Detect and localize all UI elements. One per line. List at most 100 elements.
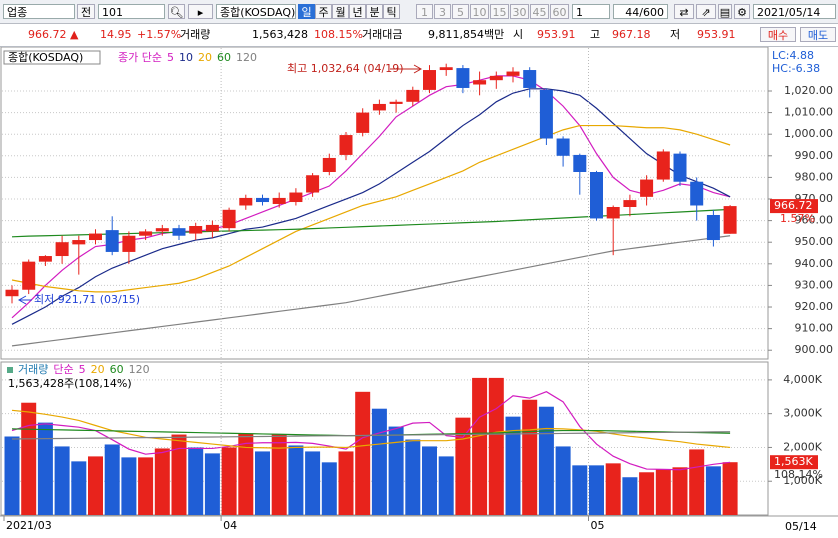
interval-input[interactable]: 1 xyxy=(572,4,610,19)
interval-button[interactable]: 60 xyxy=(550,4,569,19)
legend-text: 20 xyxy=(198,51,212,64)
candle-body xyxy=(289,192,303,203)
count-box[interactable]: 44/600 xyxy=(613,4,668,19)
candle-body xyxy=(272,197,286,204)
candle-body xyxy=(205,224,219,232)
candle-body xyxy=(139,231,153,236)
volume-pct: 108.15% xyxy=(314,28,363,41)
price-title: 종합(KOSDAQ) xyxy=(8,51,83,64)
amount: 9,811,854백만 xyxy=(428,28,505,41)
volume-bar xyxy=(655,469,671,515)
period-button[interactable]: 분 xyxy=(366,4,383,19)
quote-bar: 966.72 ▲ 14.95 +1.57% 거래량 1,563,428 108.… xyxy=(0,24,838,47)
period-button[interactable]: 월 xyxy=(332,4,349,19)
candle-body xyxy=(590,172,603,219)
volume-bar xyxy=(722,462,738,515)
low-label: 저 xyxy=(670,28,681,41)
interval-button[interactable]: 15 xyxy=(490,4,509,19)
period-button[interactable]: 년 xyxy=(349,4,366,19)
volume-bar xyxy=(4,436,20,515)
interval-button[interactable]: 10 xyxy=(470,4,489,19)
ma-line xyxy=(11,88,731,325)
candle-body xyxy=(456,68,470,88)
open-label: 시 xyxy=(513,28,524,41)
volume-bar xyxy=(21,402,37,515)
candle-body xyxy=(372,103,386,111)
candle-body xyxy=(389,101,403,104)
buy-button[interactable]: 매수 xyxy=(760,27,796,42)
tool-button[interactable]: ⇗ xyxy=(696,4,716,19)
y-tick-label: 980.00 xyxy=(795,170,834,183)
y-tick-label: 950.00 xyxy=(795,235,834,248)
name: 종합(KOSDAQ) xyxy=(220,6,296,19)
legend-icon xyxy=(7,367,13,373)
interval-button[interactable]: 5 xyxy=(452,4,469,19)
volume-bar xyxy=(371,408,387,515)
candle-body xyxy=(673,153,687,182)
volume-bar xyxy=(54,446,70,515)
candle-body xyxy=(339,135,353,155)
candle-body xyxy=(239,197,253,206)
settings-button[interactable]: ⚙ xyxy=(734,4,750,19)
volume-bar xyxy=(438,456,454,515)
interval-button[interactable]: 1 xyxy=(416,4,433,19)
interval-button[interactable]: 3 xyxy=(434,4,451,19)
candle-body xyxy=(222,209,236,229)
volume-bar xyxy=(37,422,53,515)
x-tick-label: 2021/03 xyxy=(6,519,52,532)
legend-text: 60 xyxy=(110,363,124,376)
candle-body xyxy=(656,151,670,180)
volume-bar xyxy=(338,451,354,515)
candle-body xyxy=(523,70,537,88)
market-select[interactable]: 업종 xyxy=(3,4,75,19)
period-button[interactable]: 틱 xyxy=(383,4,400,19)
volume-bar xyxy=(472,377,488,515)
y-tick-label: 1,010.00 xyxy=(784,106,833,119)
y-tick-label: 1,020.00 xyxy=(784,84,833,97)
candle-body xyxy=(356,112,370,133)
count: 44/600 xyxy=(625,6,664,19)
y-tick-label: 910.00 xyxy=(795,322,834,335)
interval-button[interactable]: 45 xyxy=(530,4,549,19)
candle-body xyxy=(556,138,570,156)
ma-line xyxy=(11,124,731,293)
high-arrow xyxy=(390,64,423,74)
tool-button[interactable]: ⇄ xyxy=(674,4,694,19)
title-box xyxy=(3,50,101,65)
ma-line xyxy=(11,235,731,347)
y-tick-label: 960.00 xyxy=(795,214,834,227)
candle-body xyxy=(439,67,453,71)
y-tick-label: 3,000K xyxy=(783,407,822,420)
high: 967.18 xyxy=(612,28,651,41)
candle-body xyxy=(5,289,19,297)
y-tick-label: 940.00 xyxy=(795,257,834,270)
price-badge xyxy=(770,199,818,214)
candle-body xyxy=(506,71,520,76)
code-input[interactable]: 101 xyxy=(98,4,165,19)
candle-body xyxy=(539,89,553,139)
candle-body xyxy=(623,200,637,207)
date-box[interactable]: 2021/05/14 xyxy=(753,4,836,19)
candle-body xyxy=(55,242,69,257)
tool-button[interactable]: ▤ xyxy=(718,4,732,19)
search-button[interactable]: 🔍︎ xyxy=(168,4,185,19)
interval-button[interactable]: 30 xyxy=(510,4,529,19)
prev-button[interactable]: 전 xyxy=(77,4,95,19)
legend-text: 거래량 xyxy=(18,363,48,376)
volume-bar xyxy=(88,456,103,515)
sound-button[interactable]: ▸ xyxy=(188,4,213,19)
y-tick-label: 1,000.00 xyxy=(784,127,833,140)
sell-button[interactable]: 매도 xyxy=(800,27,836,42)
period-button[interactable]: 주 xyxy=(315,4,332,19)
x-tick-label: 05 xyxy=(591,519,605,532)
volume-bar xyxy=(388,426,404,515)
period-button[interactable]: 일 xyxy=(298,4,315,19)
volume-bar xyxy=(271,434,287,515)
volume-bar xyxy=(171,434,187,515)
price-badge-pct: 1.57% xyxy=(780,212,815,225)
y-tick-label: 990.00 xyxy=(795,149,834,162)
candle-body xyxy=(155,228,169,232)
low-arrow xyxy=(17,295,32,305)
candle-body xyxy=(690,181,704,206)
